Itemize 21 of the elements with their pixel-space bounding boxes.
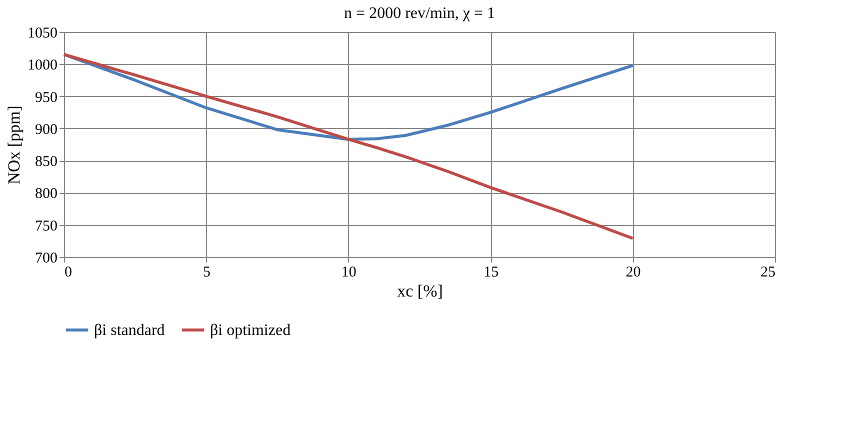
line-series <box>62 53 634 240</box>
y-axis-title: NOx [ppm] <box>4 106 24 184</box>
y-tick-label: 800 <box>35 186 58 202</box>
y-tick-label: 950 <box>35 90 58 106</box>
legend-label: βi standard <box>94 322 165 339</box>
x-tick-label: 5 <box>202 264 210 280</box>
y-tick-label: 1000 <box>28 58 58 74</box>
x-tick-label: 15 <box>484 264 499 280</box>
x-tick-label: 20 <box>626 264 641 280</box>
x-tick-label: 25 <box>760 264 776 280</box>
x-axis-title: xc [%] <box>397 282 443 300</box>
chart-title: n = 2000 rev/min, χ = 1 <box>344 5 495 22</box>
y-tick-label: 900 <box>35 122 58 138</box>
y-tick-label: 850 <box>35 154 58 170</box>
y-tick-label: 1050 <box>28 26 58 42</box>
legend-label: βi optimized <box>210 322 291 339</box>
x-tick-label: 0 <box>64 264 72 280</box>
y-tick-label: 750 <box>35 218 58 234</box>
y-tick-label: 700 <box>35 250 58 266</box>
x-tick-label: 10 <box>341 264 356 280</box>
line-series <box>62 53 634 141</box>
